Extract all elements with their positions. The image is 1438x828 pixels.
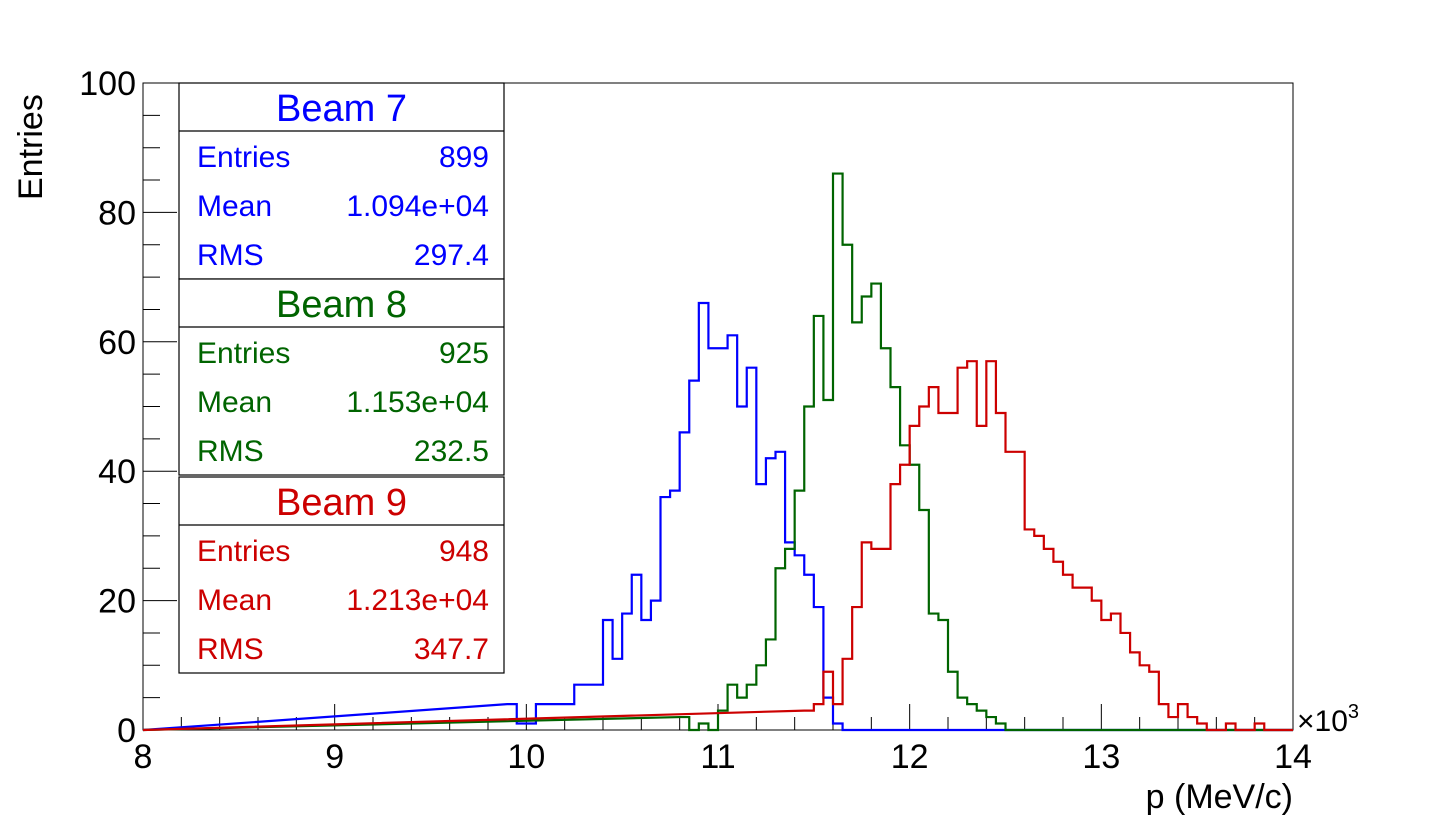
y-tick-label: 0 — [117, 712, 136, 750]
x-axis-title: p (MeV/c) — [1146, 778, 1293, 816]
x-axis-multiplier-base: ×10 — [1297, 705, 1348, 738]
y-tick-label: 60 — [98, 324, 136, 362]
x-tick-label: 11 — [700, 738, 735, 776]
y-tick-label: 100 — [79, 65, 136, 103]
y-axis-ticks: 0 20 40 60 80 100 — [79, 65, 177, 750]
x-tick-label: 13 — [1082, 738, 1120, 776]
stats-value: 1.213e+04 — [346, 584, 489, 617]
stats-value: 1.153e+04 — [346, 386, 489, 419]
stats-value: 297.4 — [414, 239, 489, 272]
y-axis-title: Entries — [12, 94, 50, 200]
stats-label: RMS — [197, 633, 264, 666]
stats-label: Mean — [197, 386, 272, 419]
stats-box-title: Beam 8 — [276, 284, 407, 326]
stats-box-title: Beam 7 — [276, 88, 407, 130]
y-tick-label: 20 — [98, 583, 136, 621]
stats-value: 925 — [439, 337, 489, 370]
x-axis-ticks: 8 9 10 11 12 13 14 — [134, 704, 1312, 776]
stats-label: Mean — [197, 584, 272, 617]
stats-value: 1.094e+04 — [346, 190, 489, 223]
stats-value: 948 — [439, 535, 489, 568]
series-3-histogram — [142, 360, 1293, 732]
y-tick-label: 40 — [98, 453, 136, 491]
histogram-series — [142, 172, 1293, 732]
stats-label: RMS — [197, 239, 264, 272]
stats-value: 232.5 — [414, 435, 489, 468]
series-1-histogram — [142, 301, 1293, 732]
stats-label: Entries — [197, 141, 290, 174]
x-tick-label: 12 — [891, 738, 929, 776]
stats-value: 347.7 — [414, 633, 489, 666]
stats-label: Entries — [197, 337, 290, 370]
x-tick-label: 10 — [507, 738, 545, 776]
stats-box — [178, 278, 505, 476]
stats-box-title: Beam 9 — [276, 482, 407, 524]
stats-label: Mean — [197, 190, 272, 223]
stats-box — [178, 476, 505, 674]
x-tick-label: 9 — [325, 738, 344, 776]
series-2-histogram — [142, 172, 1293, 732]
x-tick-label: 8 — [134, 738, 153, 776]
stats-label: Entries — [197, 535, 290, 568]
x-tick-label: 14 — [1274, 738, 1312, 776]
y-tick-label: 80 — [98, 194, 136, 232]
stats-label: RMS — [197, 435, 264, 468]
x-axis-multiplier: ×103 — [1297, 701, 1359, 738]
stats-box — [178, 82, 505, 280]
stats-value: 899 — [439, 141, 489, 174]
x-axis-multiplier-exponent: 3 — [1348, 701, 1359, 723]
